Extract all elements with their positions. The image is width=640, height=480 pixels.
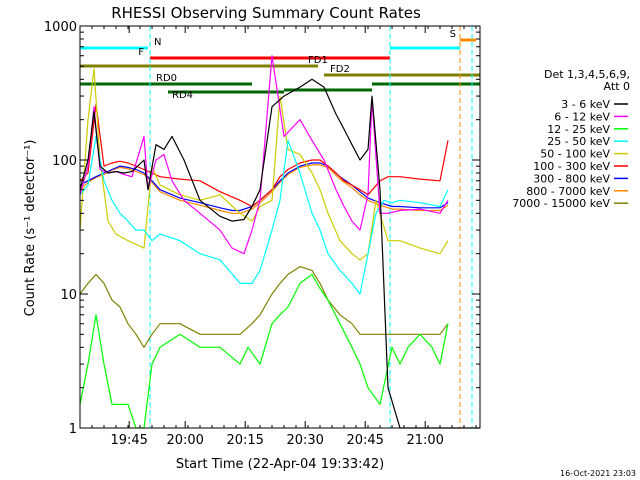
legend-header-line: Att 0: [604, 80, 630, 93]
y-axis-label: Count Rate (s⁻¹ detector⁻¹): [23, 140, 38, 317]
y-tick-label: 1000: [44, 20, 77, 35]
x-axis-label: Start Time (22-Apr-04 19:33:42): [176, 457, 384, 472]
legend-label-300-800-kev: 300 - 800 keV: [533, 172, 610, 185]
legend-label-12-25-kev: 12 - 25 keV: [547, 123, 610, 136]
plot-frame: [79, 25, 481, 429]
series-line-300-800-kev: [79, 162, 449, 212]
x-tick-label: 20:00: [166, 433, 203, 448]
series-line-800-7000-kev: [79, 164, 449, 214]
series-line-100-300-kev: [79, 103, 449, 208]
x-tick-label: 20:30: [286, 433, 323, 448]
flag-label-rd0: RD0: [156, 73, 177, 84]
legend-header-line: Det 1,3,4,5,6,9,: [544, 68, 630, 81]
flag-label-n: N: [154, 37, 161, 48]
legend-label-25-50-kev: 25 - 50 keV: [547, 135, 610, 148]
y-tick-label: 1: [69, 422, 77, 437]
flag-label-s: S: [450, 29, 456, 40]
x-tick-label: 21:00: [406, 433, 443, 448]
vertical-markers: [149, 26, 473, 428]
axes-group: 19:45 20:00 20:15 20:30 20:45 21:00 1 10 100 1000: [44, 20, 480, 448]
x-tick-label: 20:15: [226, 433, 263, 448]
legend-label-100-300-kev: 100 - 300 keV: [533, 160, 610, 173]
x-tick-label: 19:45: [110, 433, 147, 448]
flag-label-f: F: [138, 47, 144, 58]
series-line-50-100-kev: [79, 68, 449, 261]
legend-label-3-6-kev: 3 - 6 keV: [561, 98, 610, 111]
legend-label-7000-15000-kev: 7000 - 15000 keV: [512, 197, 610, 210]
legend-label-800-7000-kev: 800 - 7000 keV: [526, 185, 610, 198]
y-tick-label: 10: [60, 288, 77, 303]
series-line-7000-15000-kev: [79, 266, 449, 348]
flag-label-fd2: FD2: [330, 64, 350, 75]
legend-label-6-12-kev: 6 - 12 keV: [554, 110, 610, 123]
footer-timestamp: 16-Oct-2021 23:03: [560, 469, 636, 478]
legend-label-50-100-kev: 50 - 100 keV: [540, 148, 610, 161]
y-tick-label: 100: [52, 154, 77, 169]
flag-label-rd4: RD4: [172, 90, 193, 101]
series-group: [79, 55, 480, 429]
series-line-12-25-kev: [79, 273, 449, 429]
chart-title: RHESSI Observing Summary Count Rates: [111, 4, 421, 22]
series-line-25-50-kev: [79, 135, 449, 295]
x-tick-label: 20:45: [346, 433, 383, 448]
flag-label-fd1: FD1: [308, 55, 328, 66]
series-line-3-6-kev: [79, 78, 480, 429]
